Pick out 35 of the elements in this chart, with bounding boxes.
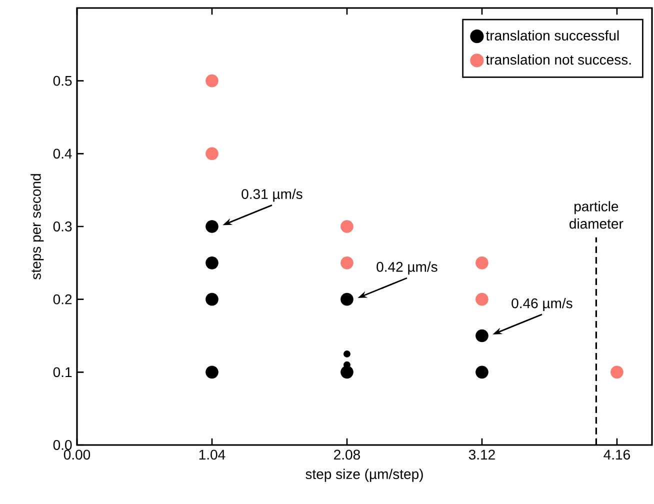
point <box>476 366 488 379</box>
ref-line-label: particle diameter <box>570 201 624 229</box>
point <box>206 256 218 270</box>
legend-label: translation not success. <box>486 54 631 65</box>
x-tick-label: 1.04 <box>199 450 226 460</box>
point <box>340 292 354 306</box>
point <box>476 292 488 306</box>
x-tick-label: 3.12 <box>468 450 495 460</box>
point <box>476 256 488 270</box>
point <box>206 74 218 88</box>
point <box>206 220 218 233</box>
legend-label: translation successful <box>486 30 619 41</box>
x-tick-label: 0.00 <box>64 450 90 460</box>
x-tick-label: 2.08 <box>334 450 360 460</box>
y-tick-label: 0.5 <box>53 76 72 86</box>
annotation: 0.31 µm/s <box>242 188 302 202</box>
y-tick-label: 0.2 <box>53 294 72 304</box>
y-axis-title: steps per second <box>30 174 44 280</box>
y-tick-label: 0.4 <box>53 148 72 159</box>
annotation: 0.46 µm/s <box>512 298 572 312</box>
point <box>206 366 218 379</box>
y-tick-label: 0.1 <box>53 367 72 378</box>
x-axis-title: step size (µm/step) <box>306 468 423 482</box>
point <box>476 329 488 342</box>
annotation: 0.42 µm/s <box>376 262 438 275</box>
x-tick-label: 4.16 <box>604 450 630 460</box>
point <box>206 292 218 306</box>
point <box>344 350 350 358</box>
y-tick-label: 0.3 <box>53 222 72 232</box>
y-tick-label: 0.0 <box>53 440 72 450</box>
point <box>340 366 354 379</box>
point <box>340 256 354 270</box>
point <box>610 366 624 379</box>
point <box>206 147 218 160</box>
point <box>340 220 354 233</box>
